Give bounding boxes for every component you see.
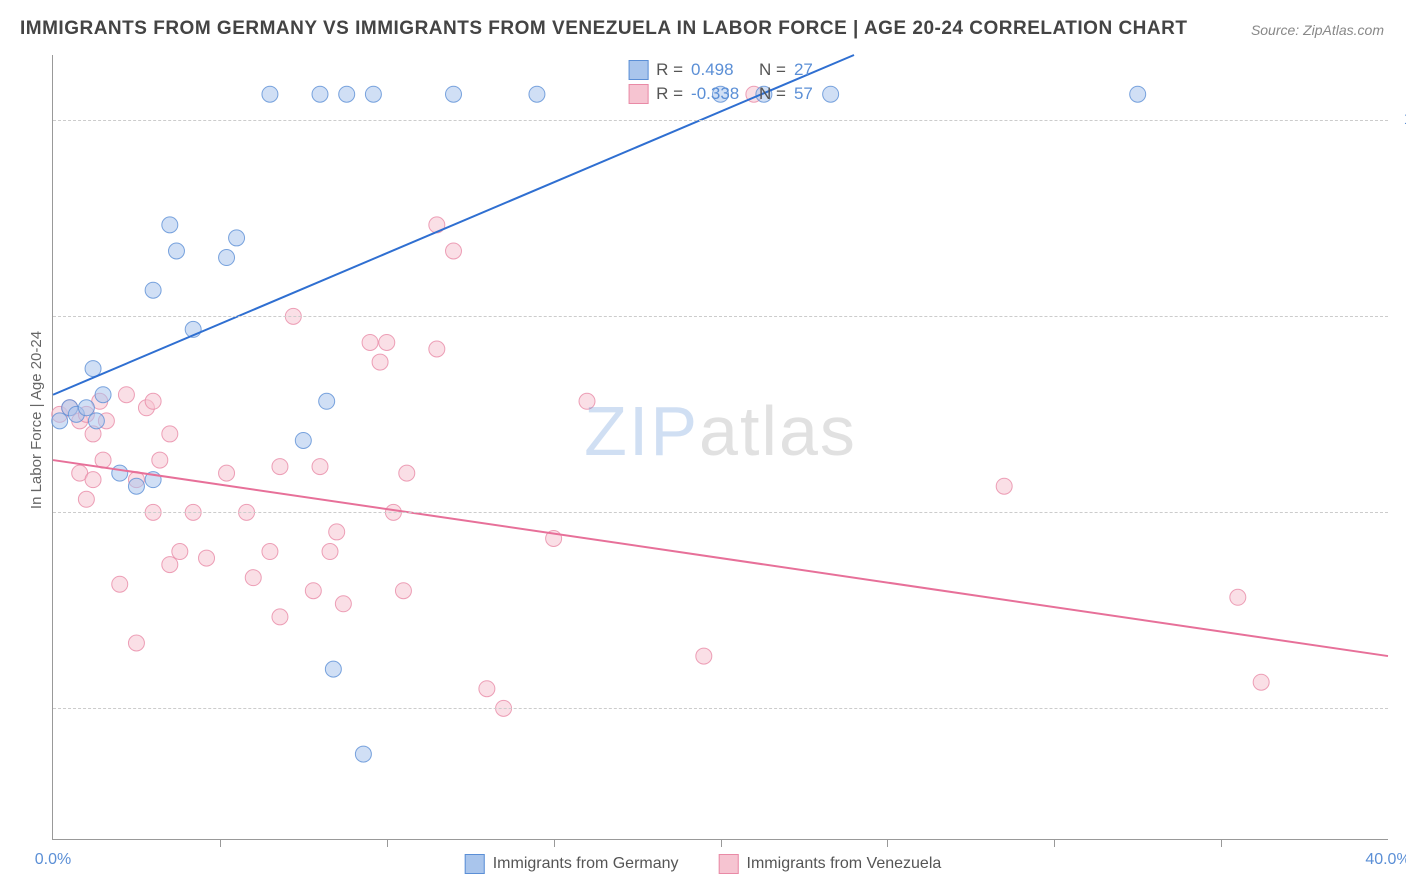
point-germany xyxy=(85,361,101,377)
y-axis-label: In Labor Force | Age 20-24 xyxy=(28,331,45,509)
point-venezuela xyxy=(335,596,351,612)
point-venezuela xyxy=(85,472,101,488)
legend-swatch-icon xyxy=(628,60,648,80)
point-venezuela xyxy=(128,635,144,651)
point-germany xyxy=(95,387,111,403)
point-venezuela xyxy=(322,544,338,560)
point-venezuela xyxy=(372,354,388,370)
legend-item: Immigrants from Germany xyxy=(465,854,679,874)
source-label: Source: ZipAtlas.com xyxy=(1251,22,1384,38)
point-venezuela xyxy=(112,576,128,592)
bottom-legend: Immigrants from Germany Immigrants from V… xyxy=(465,854,942,874)
plot-area: ZIPatlas R =0.498N =27R =-0.338N =57 55.… xyxy=(52,55,1388,840)
point-venezuela xyxy=(429,341,445,357)
point-venezuela xyxy=(1230,589,1246,605)
point-venezuela xyxy=(996,478,1012,494)
point-venezuela xyxy=(162,557,178,573)
point-venezuela xyxy=(399,465,415,481)
x-minor-tick xyxy=(220,839,221,847)
legend-label: Immigrants from Germany xyxy=(493,855,679,873)
point-germany xyxy=(112,465,128,481)
legend-stat-row: R =0.498N =27 xyxy=(628,60,813,80)
legend-swatch-icon xyxy=(719,854,739,874)
point-venezuela xyxy=(199,550,215,566)
point-germany xyxy=(446,86,462,102)
x-minor-tick xyxy=(554,839,555,847)
point-germany xyxy=(1130,86,1146,102)
chart-container: IMMIGRANTS FROM GERMANY VS IMMIGRANTS FR… xyxy=(0,0,1406,892)
point-venezuela xyxy=(579,393,595,409)
point-germany xyxy=(88,413,104,429)
point-venezuela xyxy=(118,387,134,403)
y-tick-label: 100.0% xyxy=(1398,111,1406,129)
chart-title: IMMIGRANTS FROM GERMANY VS IMMIGRANTS FR… xyxy=(20,18,1187,40)
point-germany xyxy=(219,250,235,266)
point-germany xyxy=(128,478,144,494)
legend-stat-row: R =-0.338N =57 xyxy=(628,84,813,104)
point-venezuela xyxy=(696,648,712,664)
trendline-venezuela xyxy=(53,460,1388,656)
x-tick-label: 0.0% xyxy=(35,851,71,869)
point-germany xyxy=(168,243,184,259)
point-germany xyxy=(529,86,545,102)
point-germany xyxy=(339,86,355,102)
point-venezuela xyxy=(312,459,328,475)
legend-label: Immigrants from Venezuela xyxy=(747,855,942,873)
point-venezuela xyxy=(162,426,178,442)
point-venezuela xyxy=(1253,674,1269,690)
y-tick-label: 70.0% xyxy=(1398,503,1406,521)
point-germany xyxy=(162,217,178,233)
point-venezuela xyxy=(362,334,378,350)
point-venezuela xyxy=(329,524,345,540)
gridline-h xyxy=(53,120,1388,121)
point-venezuela xyxy=(219,465,235,481)
point-venezuela xyxy=(262,544,278,560)
point-venezuela xyxy=(272,609,288,625)
point-venezuela xyxy=(172,544,188,560)
legend-stats: R =0.498N =27 R =-0.338N =57 xyxy=(628,60,813,108)
y-tick-label: 85.0% xyxy=(1398,307,1406,325)
point-venezuela xyxy=(305,583,321,599)
point-germany xyxy=(823,86,839,102)
point-germany xyxy=(145,282,161,298)
x-minor-tick xyxy=(1221,839,1222,847)
point-venezuela xyxy=(479,681,495,697)
point-venezuela xyxy=(272,459,288,475)
legend-item: Immigrants from Venezuela xyxy=(719,854,942,874)
point-venezuela xyxy=(379,334,395,350)
point-germany xyxy=(78,400,94,416)
point-venezuela xyxy=(446,243,462,259)
point-venezuela xyxy=(395,583,411,599)
point-germany xyxy=(229,230,245,246)
point-germany xyxy=(319,393,335,409)
x-tick-label: 40.0% xyxy=(1365,851,1406,869)
point-germany xyxy=(325,661,341,677)
point-germany xyxy=(365,86,381,102)
point-germany xyxy=(52,413,68,429)
gridline-h xyxy=(53,708,1388,709)
gridline-h xyxy=(53,316,1388,317)
x-minor-tick xyxy=(721,839,722,847)
x-minor-tick xyxy=(387,839,388,847)
point-venezuela xyxy=(152,452,168,468)
legend-swatch-icon xyxy=(465,854,485,874)
point-germany xyxy=(295,432,311,448)
point-venezuela xyxy=(78,491,94,507)
x-minor-tick xyxy=(887,839,888,847)
x-minor-tick xyxy=(1054,839,1055,847)
point-germany xyxy=(312,86,328,102)
y-tick-label: 55.0% xyxy=(1398,699,1406,717)
legend-swatch-icon xyxy=(628,84,648,104)
point-venezuela xyxy=(245,570,261,586)
chart-svg xyxy=(53,55,1388,839)
point-germany xyxy=(355,746,371,762)
point-venezuela xyxy=(145,393,161,409)
point-germany xyxy=(262,86,278,102)
gridline-h xyxy=(53,512,1388,513)
